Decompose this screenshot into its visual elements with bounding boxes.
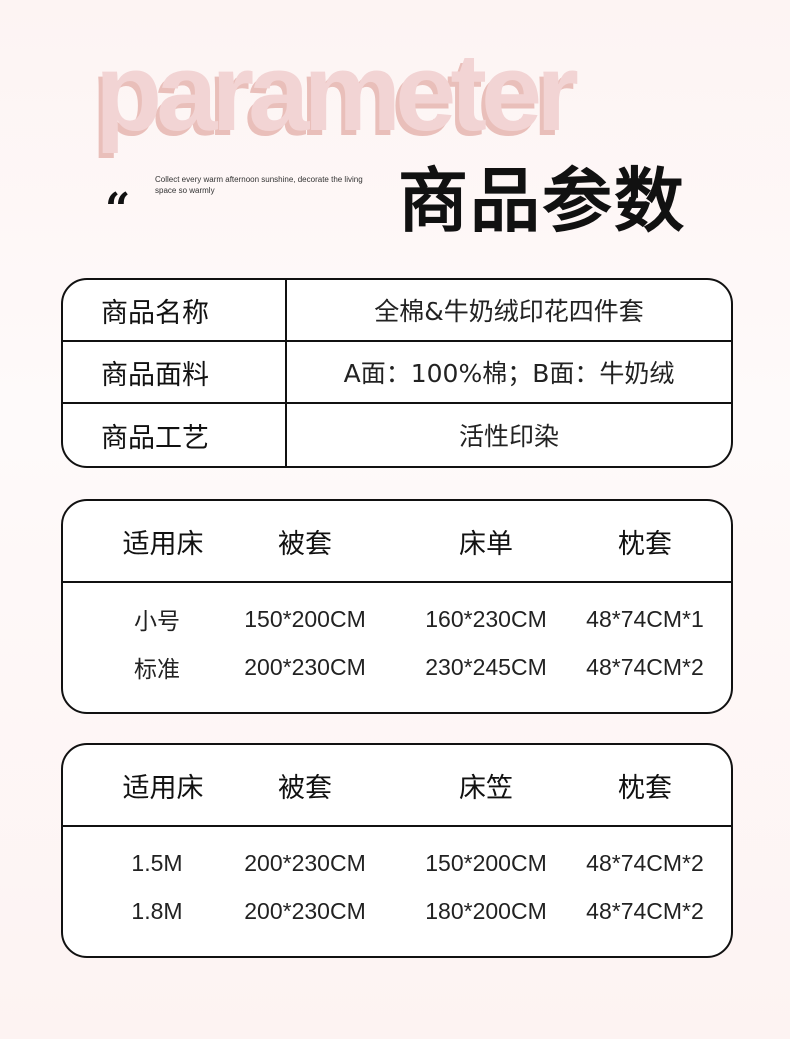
table-cell: 230*245CM [425, 653, 547, 680]
column-header: 床笠 [459, 772, 513, 804]
table-row: 标准 200*230CM 230*245CM 48*74CM*2 [63, 643, 731, 691]
column-header: 适用床 [122, 528, 204, 560]
watermark-text: parameter [95, 31, 579, 154]
column-header: 被套 [278, 772, 332, 804]
table-row: 1.5M 200*230CM 150*200CM 48*74CM*2 [63, 839, 731, 887]
table-row: 商品名称 全棉&牛奶绒印花四件套 [63, 280, 731, 342]
table-cell: 48*74CM*2 [586, 849, 704, 876]
table-cell: 小号 [134, 608, 180, 634]
table-cell: 1.8M [131, 897, 183, 924]
info-value: 活性印染 [458, 422, 559, 451]
table-cell: 200*230CM [244, 653, 366, 680]
column-header: 被套 [278, 528, 332, 560]
table-header: 适用床 被套 床单 枕套 [63, 501, 731, 583]
table-cell: 200*230CM [244, 849, 366, 876]
column-header: 枕套 [618, 528, 672, 560]
table-cell: 200*230CM [244, 897, 366, 924]
subtitle: Collect every warm afternoon sunshine, d… [155, 175, 363, 195]
table-cell: 160*230CM [425, 605, 547, 632]
table-cell: 1.5M [131, 849, 183, 876]
column-header: 床单 [459, 528, 513, 560]
table-row: 商品面料 A面：100%棉；B面：牛奶绒 [63, 342, 731, 404]
table-cell: 150*200CM [425, 849, 547, 876]
size-table-1: 适用床 被套 床单 枕套小号 150*200CM 160*230CM 48*74CM*1 标准… [61, 499, 733, 714]
table-row: 商品工艺 活性印染 [63, 404, 731, 466]
product-info-table: 商品名称 全棉&牛奶绒印花四件套 商品面料 A面：100%棉；B面：牛奶绒 商品工艺… [61, 278, 733, 468]
table-cell: 150*200CM [244, 605, 366, 632]
info-value: A面：100%棉；B面：牛奶绒 [343, 359, 675, 388]
info-key: 商品工艺 [63, 404, 287, 466]
table-cell: 48*74CM*2 [586, 653, 704, 680]
table-cell: 48*74CM*1 [586, 605, 704, 632]
info-key: 商品面料 [63, 342, 287, 402]
column-header: 枕套 [618, 772, 672, 804]
table-cell: 48*74CM*2 [586, 897, 704, 924]
table-row: 1.8M 200*230CM 180*200CM 48*74CM*2 [63, 887, 731, 935]
quote-mark: “ [105, 184, 131, 235]
info-key: 商品名称 [63, 280, 287, 340]
size-table-2: 适用床 被套 床笠 枕套 1.5M 200*230CM 150*200CM 48*74CM*2… [61, 743, 733, 958]
table-cell: 180*200CM [425, 897, 547, 924]
page-title: 商品参数 [398, 160, 686, 242]
table-header: 适用床 被套 床笠 枕套 [63, 745, 731, 827]
table-row: 小号 150*200CM 160*230CM 48*74CM*1 [63, 595, 731, 643]
table-cell: 标准 [134, 656, 180, 682]
column-header: 适用床 [122, 772, 204, 804]
info-value: 全棉&牛奶绒印花四件套 [374, 297, 644, 326]
